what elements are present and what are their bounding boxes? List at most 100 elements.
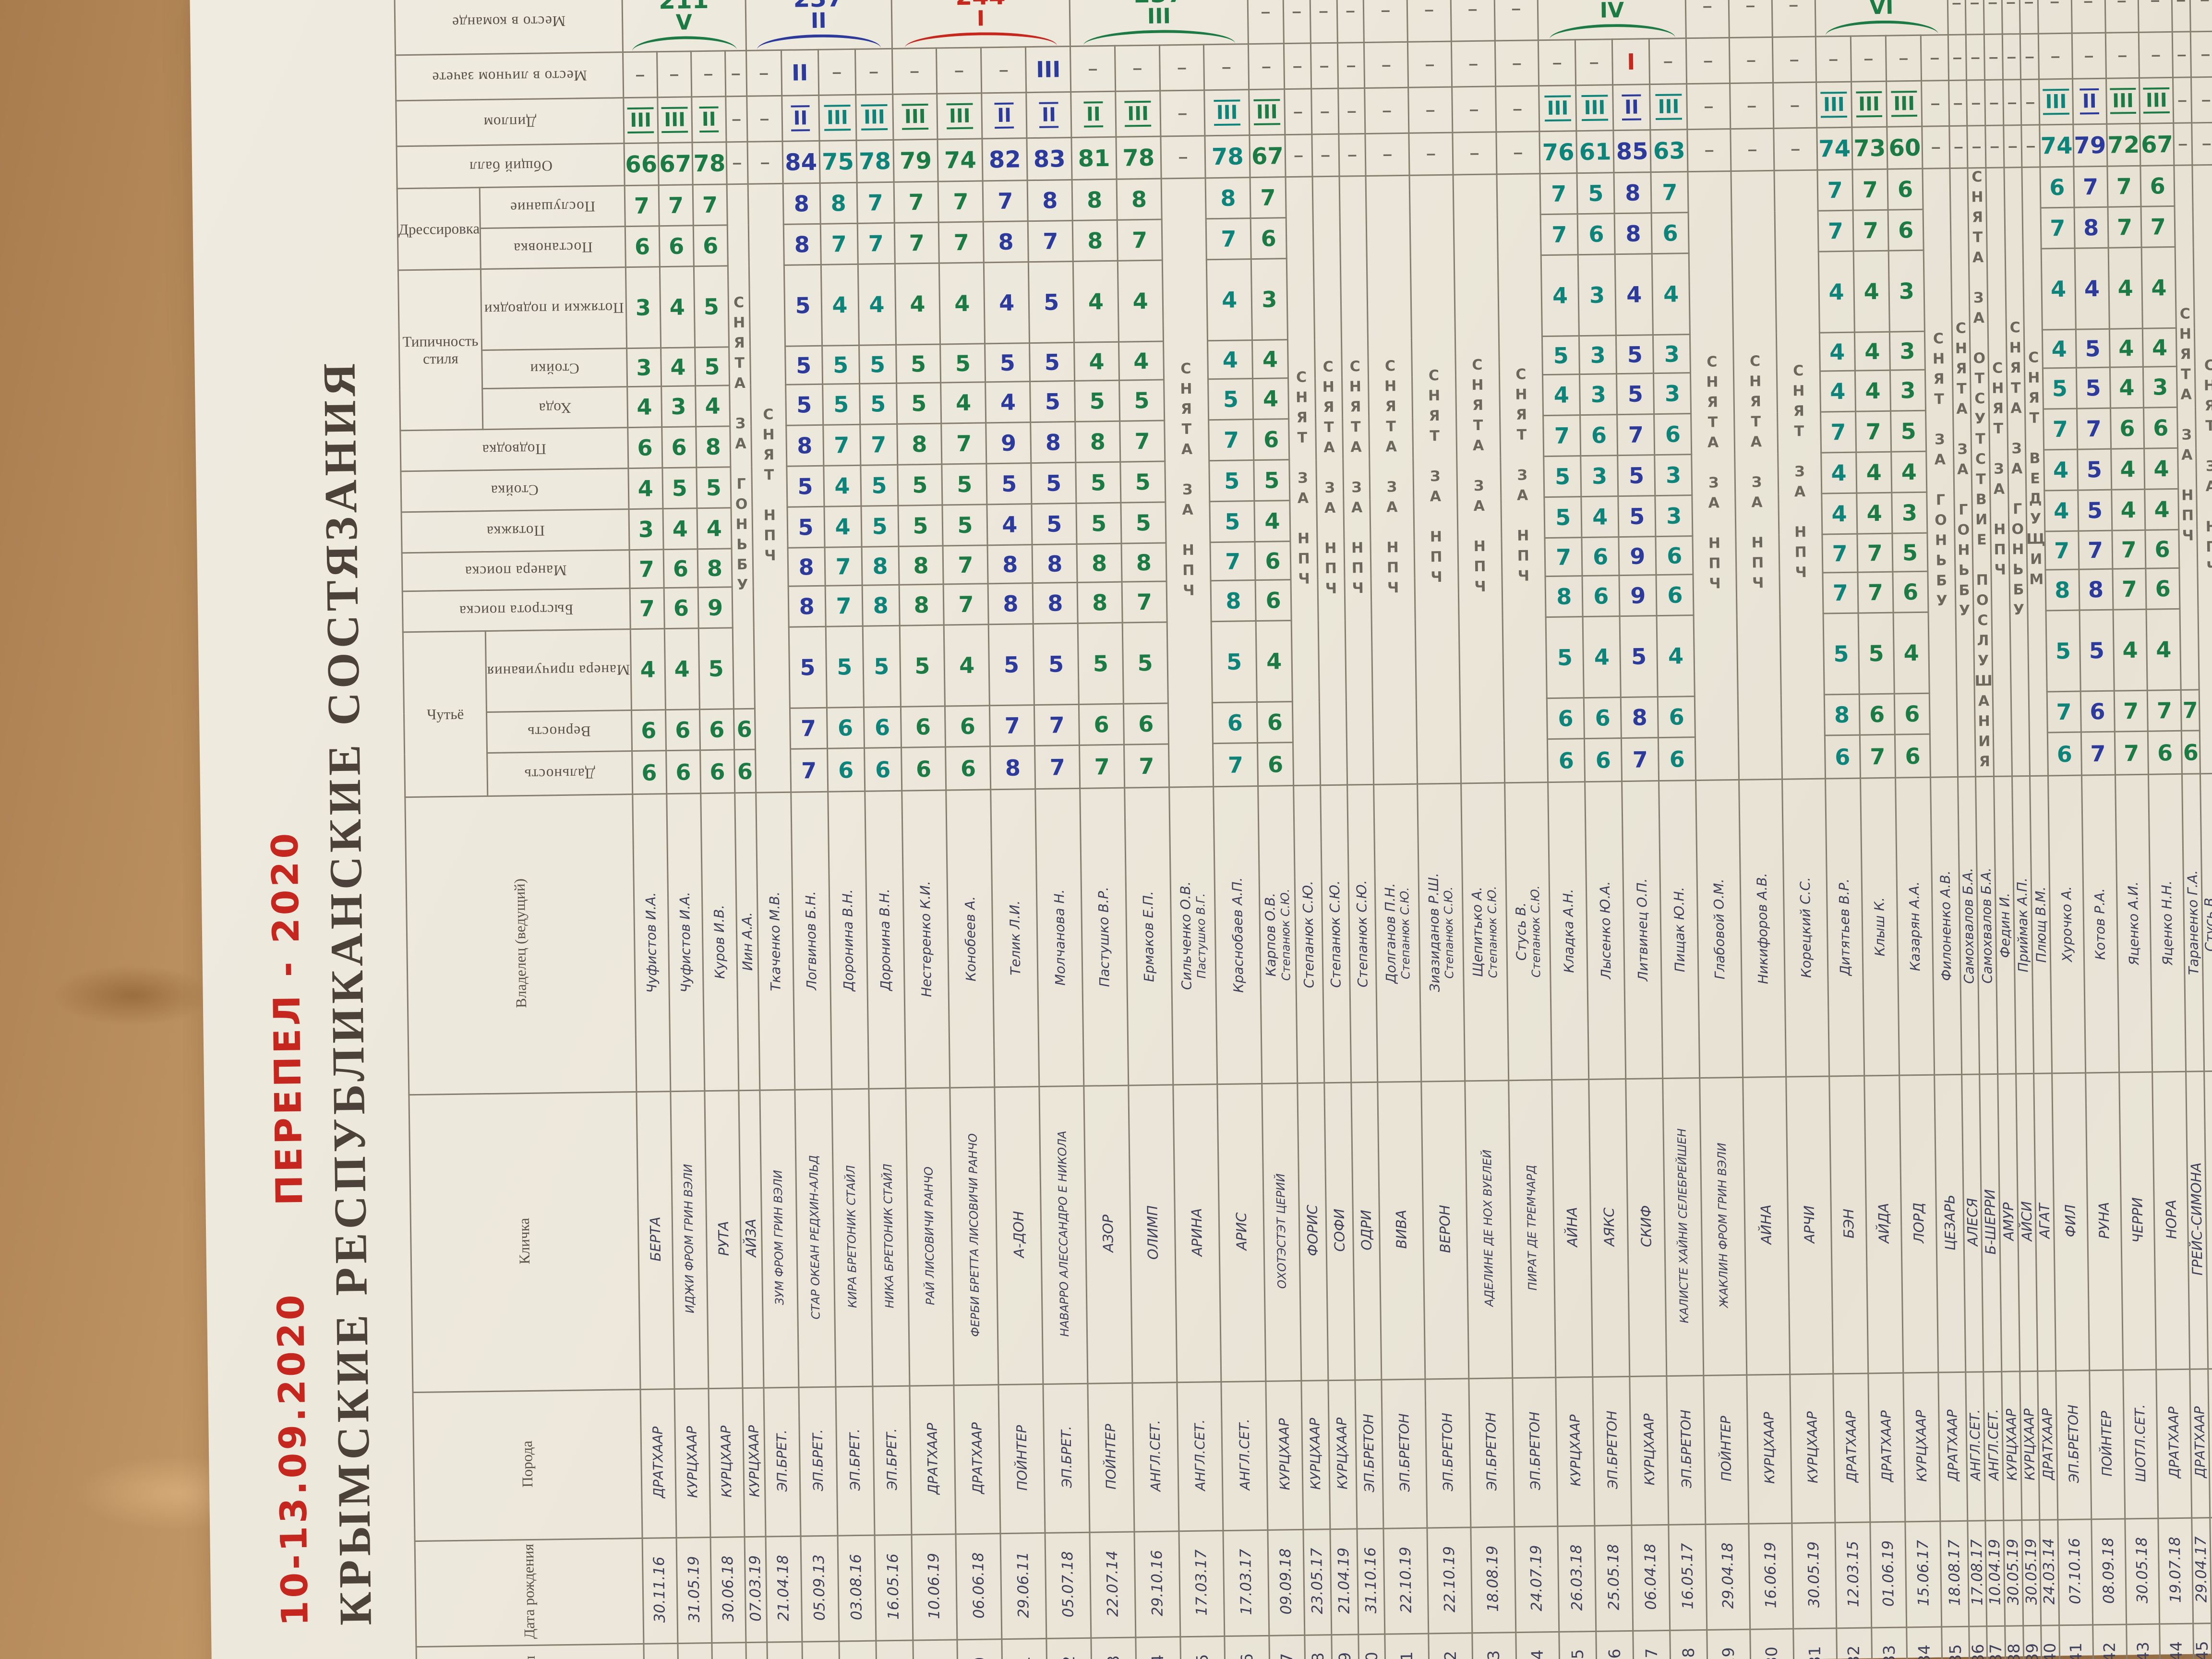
cell-owner: Нестеренко К.И. bbox=[902, 790, 950, 1089]
field-label-stoiki: Стойки bbox=[481, 348, 627, 389]
dash-mark: – bbox=[1747, 96, 1756, 115]
cell-breed: ДРАТХААР bbox=[2189, 1369, 2210, 1518]
dash-mark: – bbox=[1930, 48, 1940, 67]
field-label-name: Кличка bbox=[409, 1092, 640, 1393]
cell-date: 30.05.18 bbox=[2125, 1518, 2160, 1624]
field-row-name: Кличка БЕРТА ИДЖИ ФРОМ ГРИН ВЭЛИ РУТА АЙЗА ЗУ… bbox=[409, 1069, 2212, 1393]
dog-breed: ЭП.БРЕТ. bbox=[809, 1429, 827, 1491]
owner-name: Зиазиданов Р.Ш. bbox=[1425, 873, 1443, 993]
cell-name: ПИРАТ ДЕ ТРЕМЧАРД bbox=[1508, 1080, 1556, 1378]
score-value: 3 bbox=[671, 393, 686, 420]
cell-name: БЭН bbox=[1829, 1076, 1868, 1374]
dash-mark: – bbox=[2050, 0, 2059, 11]
birth-date: 22.10.19 bbox=[1440, 1546, 1459, 1613]
total-score: 74 bbox=[944, 146, 977, 174]
cell-speed: 6 bbox=[1255, 579, 1291, 621]
cell-owner: Филоненко А.В. bbox=[1930, 777, 1962, 1075]
score-value: 8 bbox=[796, 433, 813, 459]
cell-d: 6 bbox=[827, 748, 865, 792]
cell-dipl: – bbox=[2020, 79, 2040, 125]
cell-dipl: – bbox=[1948, 80, 1968, 126]
team-brace bbox=[1825, 20, 1938, 36]
cell-total: – bbox=[2173, 122, 2192, 166]
score-value: 8 bbox=[1087, 228, 1103, 254]
cell-pers: – bbox=[1729, 37, 1773, 84]
field-label-pip: Потяжки и подводки bbox=[481, 267, 627, 350]
score-value: 4 bbox=[2154, 496, 2170, 523]
cell-n: 2 bbox=[677, 1643, 713, 1659]
score-value: 7 bbox=[1554, 422, 1570, 449]
cell-name: НИКА БРЕТОНИК СТАЙЛ bbox=[868, 1088, 910, 1387]
score-value: 5 bbox=[1629, 503, 1645, 529]
owner-name: Нестеренко К.И. bbox=[917, 881, 935, 998]
team-place: V bbox=[675, 10, 693, 35]
team-place-empty: – bbox=[2037, 0, 2072, 34]
dash-mark: – bbox=[1704, 141, 1714, 159]
score-value: 7 bbox=[1551, 221, 1567, 248]
cell-d: 6 bbox=[2181, 730, 2200, 774]
cell-st: 4 bbox=[2044, 449, 2078, 491]
cell-stoiki: 5 bbox=[2076, 329, 2110, 368]
cell-date: 23.05.17 bbox=[1303, 1529, 1332, 1635]
score-value: 8 bbox=[1834, 701, 1850, 728]
score-value: 8 bbox=[1091, 550, 1107, 577]
dash-mark: – bbox=[1990, 137, 1999, 156]
score-value: 4 bbox=[2118, 335, 2134, 361]
birth-date: 09.09.18 bbox=[1277, 1548, 1295, 1615]
cell-owner: Доронина В.Н. bbox=[865, 791, 906, 1089]
withdrawn-note: СНЯТ ЗА НПЧ bbox=[1293, 369, 1313, 591]
score-value: 4 bbox=[672, 516, 688, 542]
cell-post: 8 bbox=[2074, 207, 2108, 249]
score-value: 4 bbox=[1133, 348, 1149, 374]
withdrawn-note: СНЯТ ЗА НПЧ bbox=[1989, 360, 2009, 582]
field-label-text: Место в личном зачете bbox=[432, 67, 587, 86]
cell-date: 10.04.19 bbox=[1985, 1520, 2005, 1626]
cell-owner: Стусь В. Степанюк С.Ю. bbox=[1504, 782, 1552, 1081]
cell-breed: ЭП.БРЕТОН bbox=[1593, 1376, 1632, 1526]
cell-st: 3 bbox=[1655, 454, 1693, 496]
cell-stoiki: 3 bbox=[1579, 335, 1617, 374]
score-value: 5 bbox=[2086, 456, 2103, 483]
cell-name: НОРА bbox=[2152, 1071, 2190, 1370]
owner-name: Краснобаев А.П. bbox=[1229, 877, 1247, 993]
score-value: 6 bbox=[1593, 583, 1609, 609]
cell-pip: 5 bbox=[1028, 261, 1074, 343]
team-summary: 211 V bbox=[622, 0, 746, 52]
field-label-d: Дальность bbox=[487, 751, 633, 796]
cell-search: 5 bbox=[1892, 533, 1928, 572]
cell-date: 29.04.17 bbox=[2191, 1517, 2212, 1624]
dash-mark: – bbox=[1703, 51, 1713, 70]
cell-date: 15.06.17 bbox=[1905, 1521, 1942, 1627]
cell-owner: Куров И.В. bbox=[700, 793, 739, 1091]
cell-name: ВЕРОН bbox=[1421, 1081, 1469, 1380]
entry-number: 42 bbox=[2100, 1642, 2119, 1659]
cell-dipl: – bbox=[1452, 86, 1496, 133]
entry-number: 27 bbox=[1642, 1648, 1661, 1659]
dog-breed: АНГЛ.СЕТ. bbox=[1236, 1419, 1253, 1491]
score-value: 5 bbox=[798, 514, 814, 541]
cell-name: ФИЛ bbox=[2052, 1072, 2090, 1371]
dash-mark: – bbox=[1988, 0, 1997, 12]
score-value: 7 bbox=[833, 432, 850, 458]
cell-owner: Глабовой О.М. bbox=[1695, 780, 1743, 1078]
cell-pd: 8 bbox=[696, 426, 731, 468]
score-value: 8 bbox=[872, 553, 888, 579]
dash-mark: – bbox=[1513, 99, 1522, 118]
score-value: 8 bbox=[1005, 754, 1021, 781]
dog-name: АРИС bbox=[1233, 1212, 1250, 1251]
dash-mark: – bbox=[1426, 100, 1435, 119]
entry-number: 24 bbox=[1528, 1649, 1547, 1659]
dash-mark: – bbox=[2051, 47, 2060, 65]
cell-d: 6 bbox=[2047, 732, 2082, 776]
cell-pd: 6 bbox=[1253, 419, 1289, 460]
birth-date: 15.06.17 bbox=[1914, 1539, 1933, 1607]
field-label-search: Манера поиска bbox=[402, 550, 630, 591]
dog-breed: КУРЦХААР bbox=[1761, 1411, 1778, 1484]
score-value: 3 bbox=[1590, 381, 1607, 408]
cell-mp: 4 bbox=[1657, 615, 1695, 697]
cell-stoiki: 4 bbox=[1074, 342, 1119, 381]
score-value: 5 bbox=[1090, 469, 1106, 496]
score-value: 6 bbox=[1869, 701, 1885, 728]
score-value: 6 bbox=[668, 233, 685, 259]
dog-breed: КУРЦХААР bbox=[1307, 1418, 1324, 1490]
